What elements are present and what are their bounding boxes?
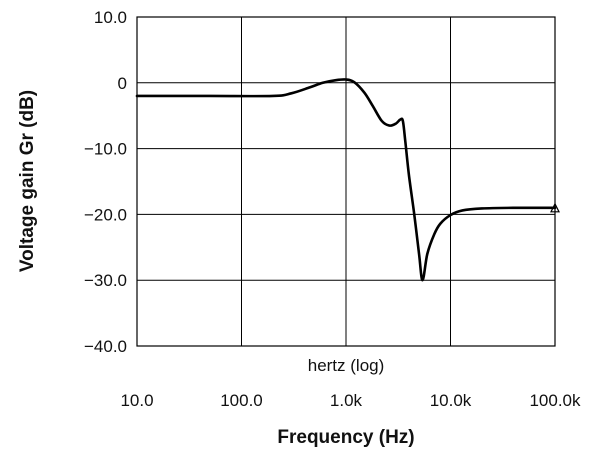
- x-axis-title: Frequency (Hz): [277, 427, 414, 448]
- y-tick-label: −10.0: [84, 140, 127, 159]
- y-tick-label: 0: [118, 74, 127, 93]
- x-tick-label: 10.0k: [430, 391, 472, 410]
- y-tick-label: 10.0: [94, 8, 127, 27]
- y-axis-title: Voltage gain Gr (dB): [17, 90, 38, 272]
- x-tick-label: 1.0k: [330, 391, 363, 410]
- y-tick-label: −20.0: [84, 205, 127, 224]
- end-marker: [550, 202, 560, 213]
- y-tick-label: −30.0: [84, 271, 127, 290]
- grid-lines: [137, 17, 555, 346]
- x-tick-label: 100.0: [220, 391, 263, 410]
- x-tick-label: 100.0k: [529, 391, 581, 410]
- x-tick-label: 10.0: [120, 391, 153, 410]
- x-tick-labels: 10.0 100.0 1.0k 10.0k 100.0k: [120, 391, 581, 410]
- y-tick-label: −40.0: [84, 337, 127, 356]
- y-tick-labels: 10.0 0 −10.0 −20.0 −30.0 −40.0: [84, 8, 127, 356]
- annotation-hertz-log: hertz (log): [308, 356, 385, 375]
- series-line: [135, 78, 557, 282]
